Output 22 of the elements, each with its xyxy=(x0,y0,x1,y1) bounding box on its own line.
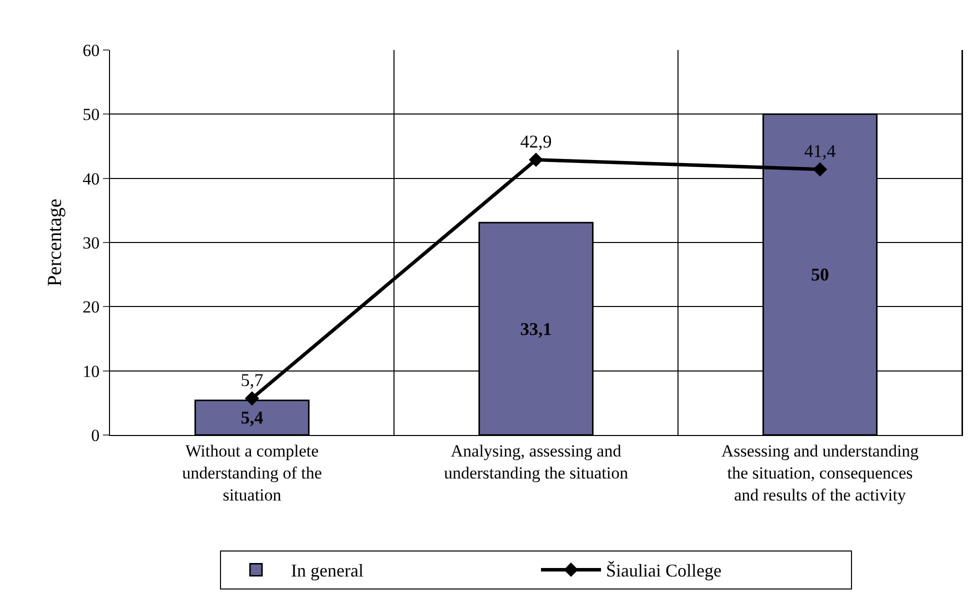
y-tick-label: 30 xyxy=(82,233,100,252)
point xyxy=(528,152,544,167)
x-tick-label: Assessing and understanding the situation, consequences and results of the activity xyxy=(721,441,920,505)
x-tick-label: Without a complete understanding of the situation xyxy=(182,441,322,505)
point xyxy=(244,391,260,406)
y-axis-title: Percentage xyxy=(44,198,66,286)
y-tick-label: 60 xyxy=(82,40,100,60)
data-label: 50 xyxy=(811,264,829,285)
y-tick-label: 40 xyxy=(82,169,100,188)
data-label: 41,4 xyxy=(804,140,836,161)
legend-label: In general xyxy=(291,560,364,581)
data-label: 42,9 xyxy=(520,131,552,152)
x-tick-label: Analysing, assessing and understanding the situation xyxy=(444,441,629,482)
y-tick-label: 0 xyxy=(91,426,100,445)
data-label: 5,4 xyxy=(240,408,264,428)
y-tick-label: 50 xyxy=(82,105,100,124)
data-label: 33,1 xyxy=(520,318,552,339)
legend-label: Šiauliai College xyxy=(606,560,722,581)
point xyxy=(812,162,828,176)
data-label: 5,7 xyxy=(240,370,264,390)
y-tick-label: 20 xyxy=(82,298,100,317)
y-tick-label: 10 xyxy=(82,362,100,381)
